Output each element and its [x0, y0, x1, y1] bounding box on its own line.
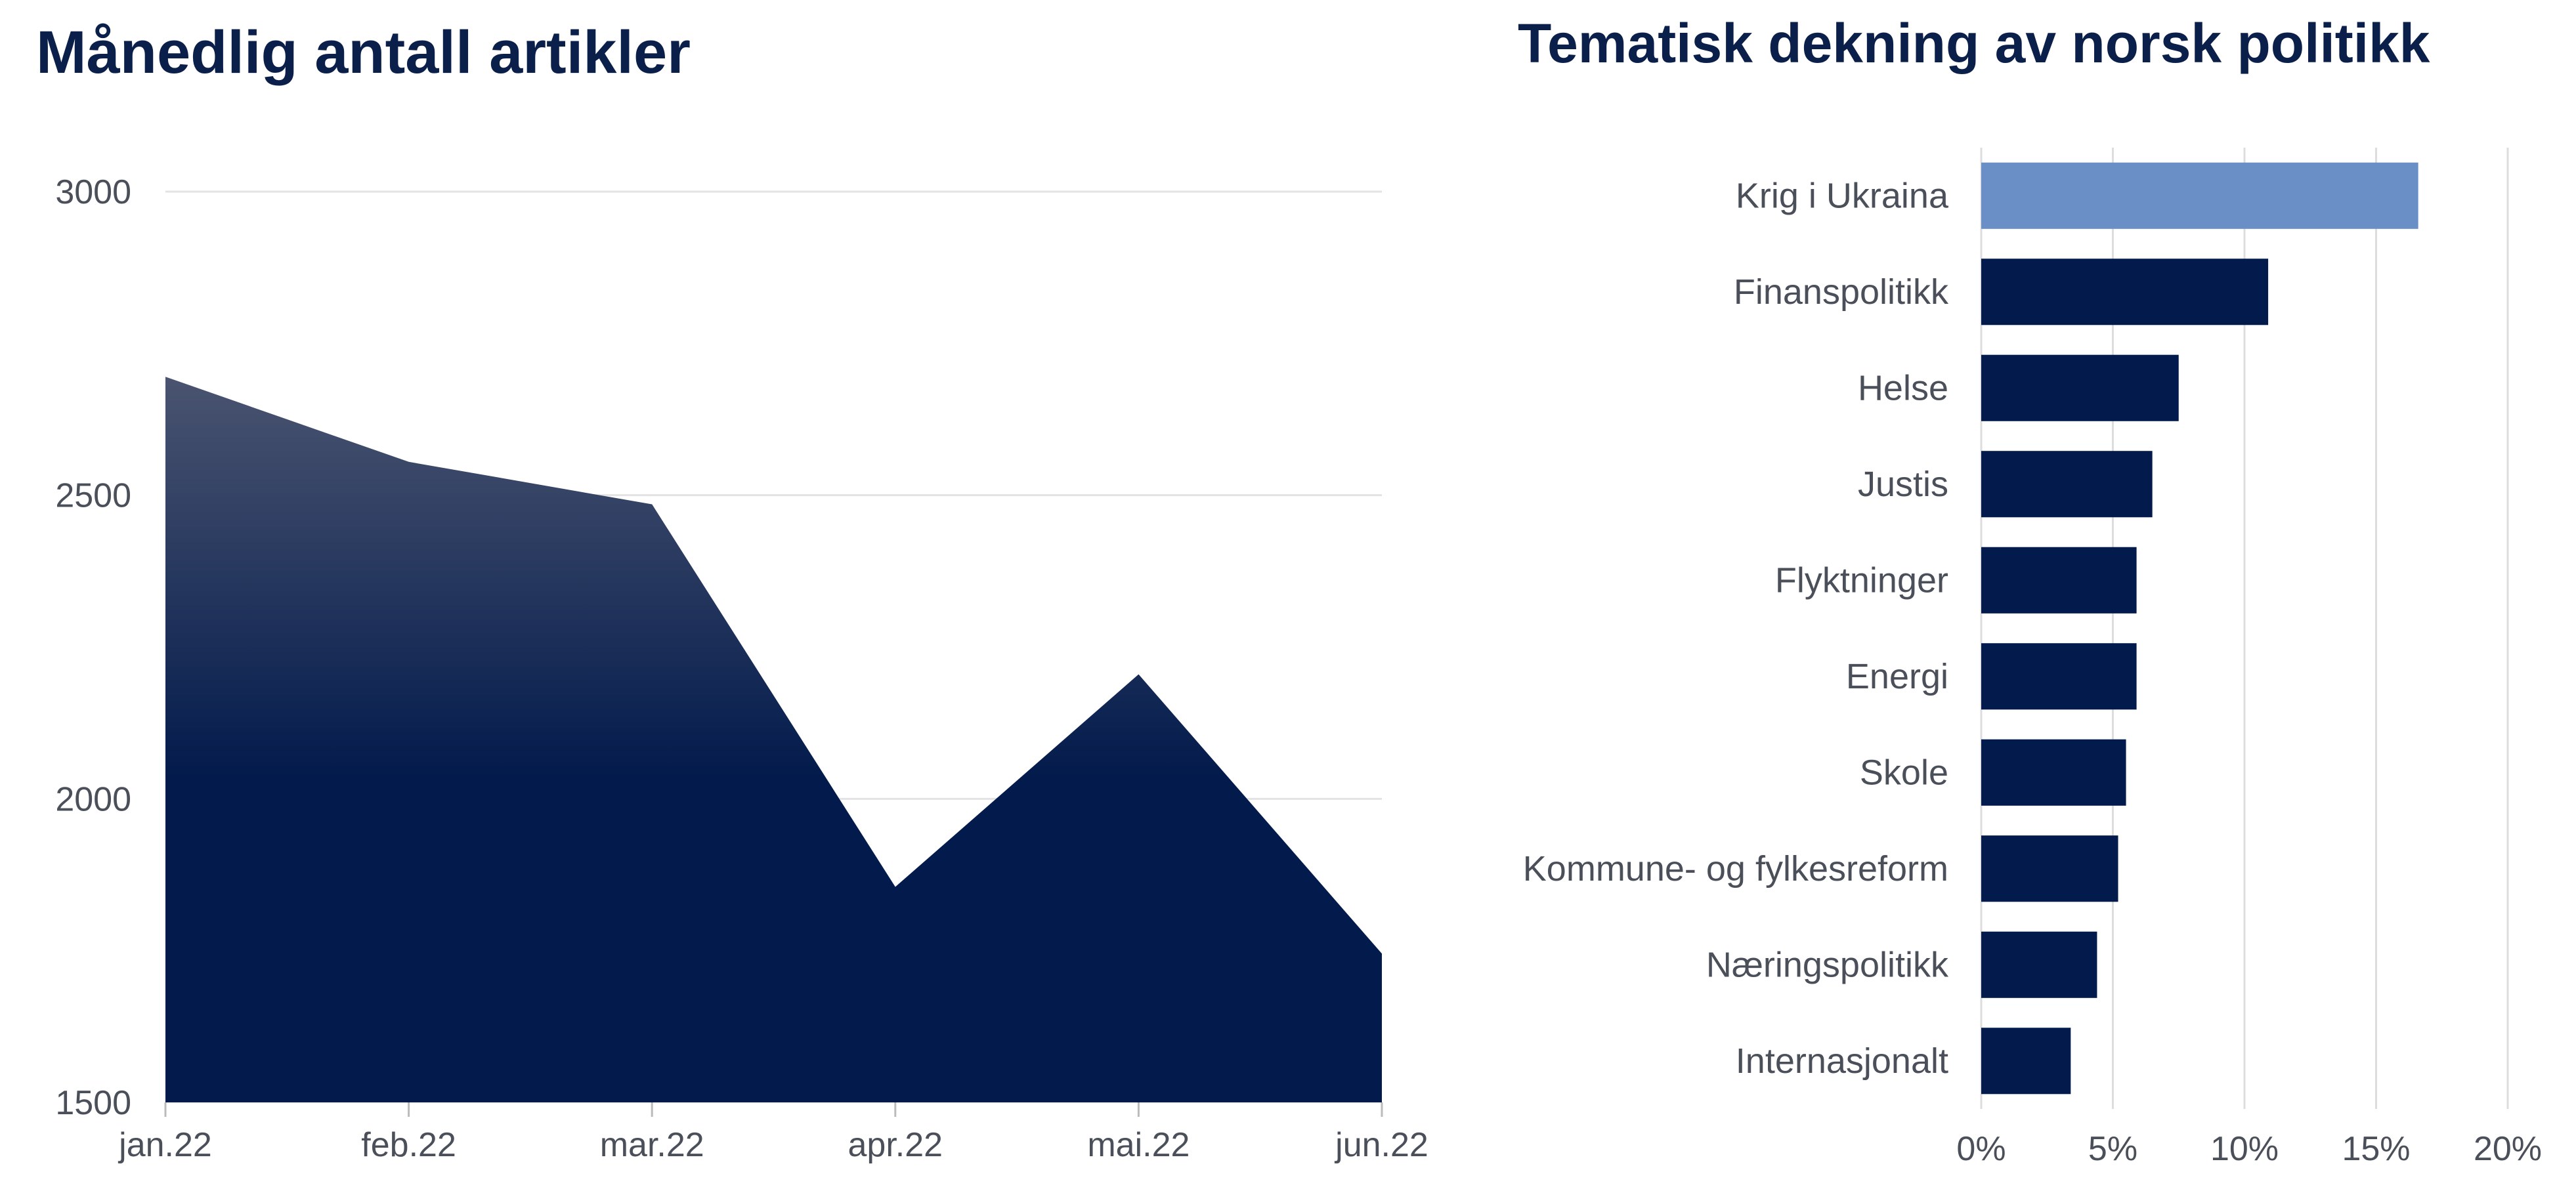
bar — [1981, 162, 2418, 229]
area-series — [165, 377, 1382, 1102]
y-tick-label: 2000 — [55, 780, 131, 818]
bar — [1981, 547, 2137, 614]
topic-coverage-title: Tematisk dekning av norsk politikk — [1518, 12, 2430, 74]
y-tick-label: 1500 — [55, 1084, 131, 1122]
topic-coverage-plot: 0% 5% 10% 15% 20% Krig i Ukraina Finanspolitik… — [1523, 148, 2542, 1168]
y-category-label: Kommune- og fylkesreform — [1523, 849, 1948, 888]
x-tick-label: mar.22 — [600, 1126, 704, 1164]
x-tick-label: 0% — [1956, 1130, 2006, 1168]
y-tick-label: 3000 — [55, 173, 131, 211]
y-category-label: Helse — [1858, 368, 1948, 407]
bar — [1981, 931, 2097, 998]
bar — [1981, 1028, 2071, 1095]
y-category-label: Flyktninger — [1775, 560, 1948, 600]
monthly-articles-title: Månedlig antall artikler — [36, 19, 691, 86]
x-tick-label: mai.22 — [1087, 1126, 1190, 1164]
area-point — [894, 886, 897, 888]
y-category-label: Energi — [1846, 657, 1948, 696]
y-category-label: Justis — [1858, 465, 1948, 504]
x-tick-label: 10% — [2210, 1130, 2279, 1168]
topic-coverage-chart: Tematisk dekning av norsk politikk 0% 5% 1… — [1510, 0, 2576, 1191]
area-point — [651, 503, 653, 506]
x-tick-label: apr.22 — [848, 1126, 943, 1164]
y-category-label: Krig i Ukraina — [1736, 176, 1949, 215]
bar — [1981, 354, 2179, 421]
monthly-articles-plot: 1500 2000 2500 3000 jan.22 feb.22 mar.22 apr.22… — [55, 173, 1428, 1164]
x-tick-label: 5% — [2088, 1130, 2137, 1168]
x-tick-label: jun.22 — [1334, 1126, 1428, 1164]
x-tick-label: feb.22 — [361, 1126, 456, 1164]
area-point — [408, 461, 410, 463]
area-point — [164, 375, 167, 378]
y-category-label: Næringspolitikk — [1706, 945, 1949, 984]
y-category-label: Finanspolitikk — [1734, 272, 1949, 312]
monthly-articles-chart: Månedlig antall artikler 1500 2000 2500 300… — [36, 19, 1428, 1164]
x-tick-label: 15% — [2342, 1130, 2410, 1168]
y-category-label: Skole — [1860, 753, 1948, 792]
area-point — [1137, 673, 1140, 676]
x-tick-label: jan.22 — [118, 1126, 212, 1164]
bar — [1981, 835, 2118, 902]
area-point — [1381, 952, 1383, 955]
y-category-label: Internasjonalt — [1736, 1041, 1948, 1081]
bar — [1981, 259, 2269, 325]
y-tick-label: 2500 — [55, 477, 131, 515]
bar — [1981, 739, 2126, 806]
bar — [1981, 451, 2153, 518]
x-tick-label: 20% — [2474, 1130, 2542, 1168]
bar — [1981, 643, 2137, 710]
